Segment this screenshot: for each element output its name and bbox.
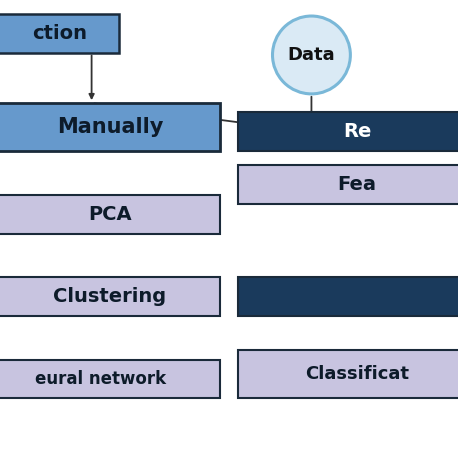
Text: Fea: Fea (338, 175, 377, 194)
FancyBboxPatch shape (0, 103, 220, 151)
FancyBboxPatch shape (0, 14, 119, 53)
Text: Classificat: Classificat (305, 365, 409, 383)
FancyBboxPatch shape (0, 195, 220, 234)
FancyBboxPatch shape (238, 350, 458, 398)
FancyBboxPatch shape (238, 165, 458, 204)
FancyBboxPatch shape (0, 277, 220, 316)
Text: eural network: eural network (35, 370, 166, 388)
FancyBboxPatch shape (0, 360, 220, 398)
Circle shape (273, 16, 350, 94)
Text: ction: ction (32, 24, 87, 43)
Text: PCA: PCA (88, 205, 132, 224)
Text: Manually: Manually (57, 117, 163, 137)
Text: Re: Re (343, 122, 371, 141)
FancyBboxPatch shape (238, 112, 458, 151)
Text: Data: Data (288, 46, 335, 64)
Text: Clustering: Clustering (54, 287, 166, 306)
FancyBboxPatch shape (238, 277, 458, 316)
